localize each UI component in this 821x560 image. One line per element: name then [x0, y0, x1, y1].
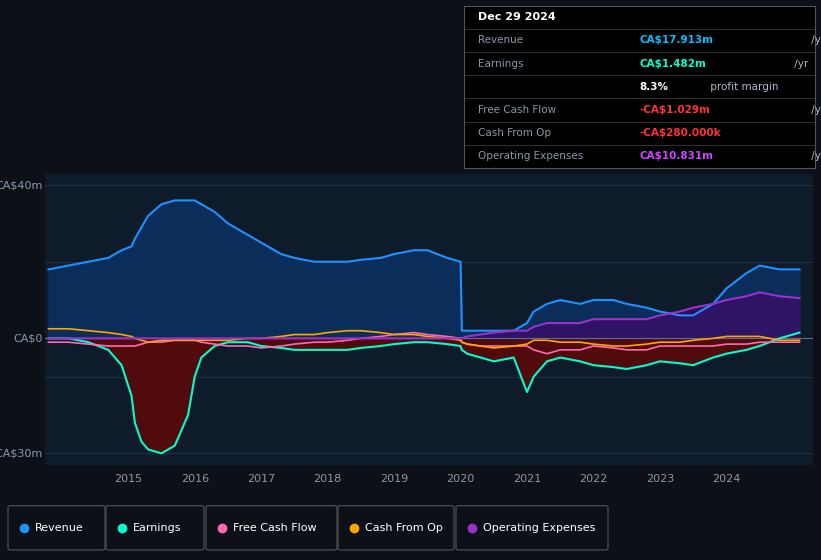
FancyBboxPatch shape [106, 506, 204, 550]
Text: /yr: /yr [808, 151, 821, 161]
Text: Earnings: Earnings [478, 59, 524, 69]
FancyBboxPatch shape [456, 506, 608, 550]
Text: Earnings: Earnings [133, 523, 181, 533]
Text: CA$40m: CA$40m [0, 180, 43, 190]
Text: profit margin: profit margin [707, 82, 778, 92]
FancyBboxPatch shape [338, 506, 454, 550]
Text: CA$17.913m: CA$17.913m [640, 35, 713, 45]
Text: /yr: /yr [791, 59, 809, 69]
Text: CA$0: CA$0 [13, 333, 43, 343]
FancyBboxPatch shape [8, 506, 105, 550]
FancyBboxPatch shape [206, 506, 337, 550]
Text: Revenue: Revenue [35, 523, 84, 533]
Text: CA$1.482m: CA$1.482m [640, 59, 706, 69]
Text: /yr: /yr [808, 35, 821, 45]
Text: CA$10.831m: CA$10.831m [640, 151, 713, 161]
Text: Revenue: Revenue [478, 35, 523, 45]
Text: Free Cash Flow: Free Cash Flow [233, 523, 317, 533]
Text: Cash From Op: Cash From Op [478, 128, 551, 138]
Text: Free Cash Flow: Free Cash Flow [478, 105, 556, 115]
Text: -CA$280.000k: -CA$280.000k [640, 128, 721, 138]
Text: Dec 29 2024: Dec 29 2024 [478, 12, 556, 22]
Text: Operating Expenses: Operating Expenses [483, 523, 595, 533]
Text: Cash From Op: Cash From Op [365, 523, 443, 533]
Text: Operating Expenses: Operating Expenses [478, 151, 583, 161]
Text: -CA$30m: -CA$30m [0, 449, 43, 458]
Text: 8.3%: 8.3% [640, 82, 668, 92]
Text: /yr: /yr [808, 105, 821, 115]
Text: -CA$1.029m: -CA$1.029m [640, 105, 710, 115]
